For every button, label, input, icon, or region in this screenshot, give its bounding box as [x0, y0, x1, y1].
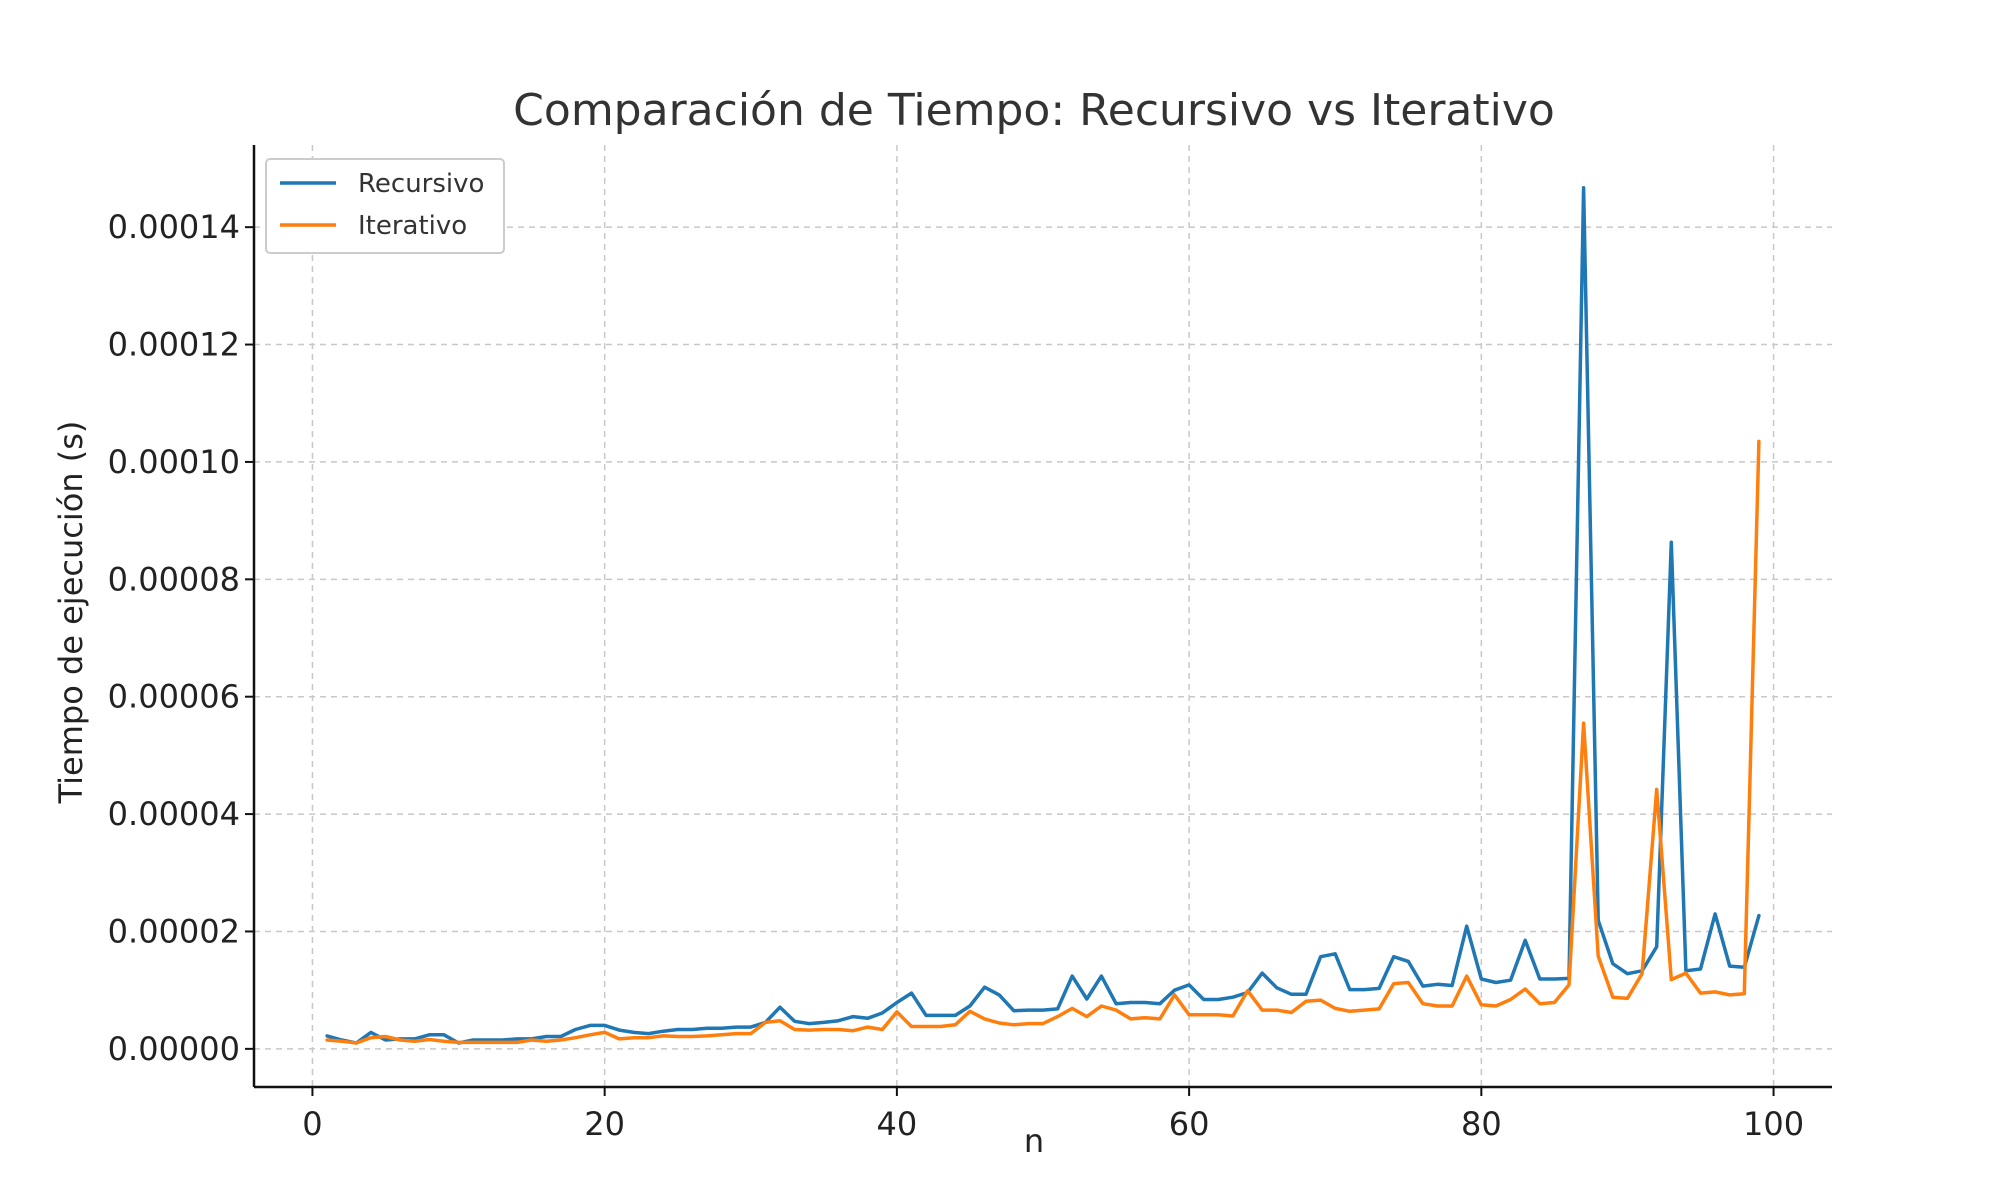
x-tick-label: 0: [302, 1105, 322, 1143]
x-tick-label: 60: [1169, 1105, 1210, 1143]
series-line-recursivo: [325, 186, 1761, 1045]
y-tick-label: 0.00004: [108, 795, 240, 833]
x-axis-label: n: [1024, 1122, 1044, 1160]
y-tick-label: 0.00006: [108, 678, 240, 716]
y-tick-label: 0.00010: [108, 443, 240, 481]
y-tick-label: 0.00014: [108, 208, 240, 246]
legend-label-recursivo: Recursivo: [358, 169, 484, 199]
x-tick-label: 40: [877, 1105, 918, 1143]
y-tick-label: 0.00002: [108, 912, 240, 950]
series-line-iterativo: [325, 439, 1761, 1045]
tick-labels: 0 20 40 60 80 100 0.00000 0.00002 0.00004 0.00006…: [108, 208, 1804, 1143]
x-tick-label: 80: [1461, 1105, 1502, 1143]
series-lines: [325, 186, 1761, 1045]
x-tick-label: 20: [584, 1105, 625, 1143]
grid-lines: [254, 145, 1832, 1087]
y-tick-label: 0.00008: [108, 560, 240, 598]
x-tick-label: 100: [1743, 1105, 1804, 1143]
legend-label-iterativo: Iterativo: [358, 211, 467, 241]
legend: Recursivo Iterativo: [265, 158, 505, 254]
y-axis-label: Tiempo de ejecución (s): [52, 421, 90, 805]
y-tick-label: 0.00012: [108, 326, 240, 364]
chart-title: Comparación de Tiempo: Recursivo vs Iter…: [513, 85, 1555, 136]
y-tick-label: 0.00000: [108, 1030, 240, 1068]
axes: [245, 145, 1832, 1096]
